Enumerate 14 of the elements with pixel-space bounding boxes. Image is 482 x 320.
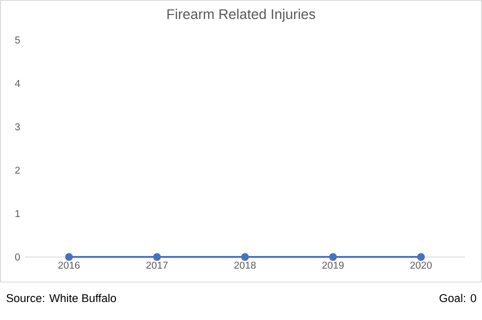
text: Goal: 0 [440, 294, 476, 302]
y-tick-label: 0 [15, 253, 20, 261]
source-note: Source: White Buffalo [6, 294, 116, 302]
chart-title: Firearm Related Injuries [167, 8, 316, 22]
y-tick-label: 2 [15, 166, 20, 174]
x-tick-label: 2016 [58, 262, 80, 269]
x-tick-label: 2017 [146, 262, 168, 269]
x-tick-label: 2019 [322, 262, 344, 269]
x-tick-label: 2020 [410, 262, 432, 269]
x-tick-label: 2018 [234, 262, 256, 269]
y-tick-label: 1 [15, 210, 20, 218]
y-tick-label: 4 [14, 80, 20, 87]
y-tick-label: 5 [15, 36, 20, 44]
y-tick-label: 3 [15, 123, 20, 130]
